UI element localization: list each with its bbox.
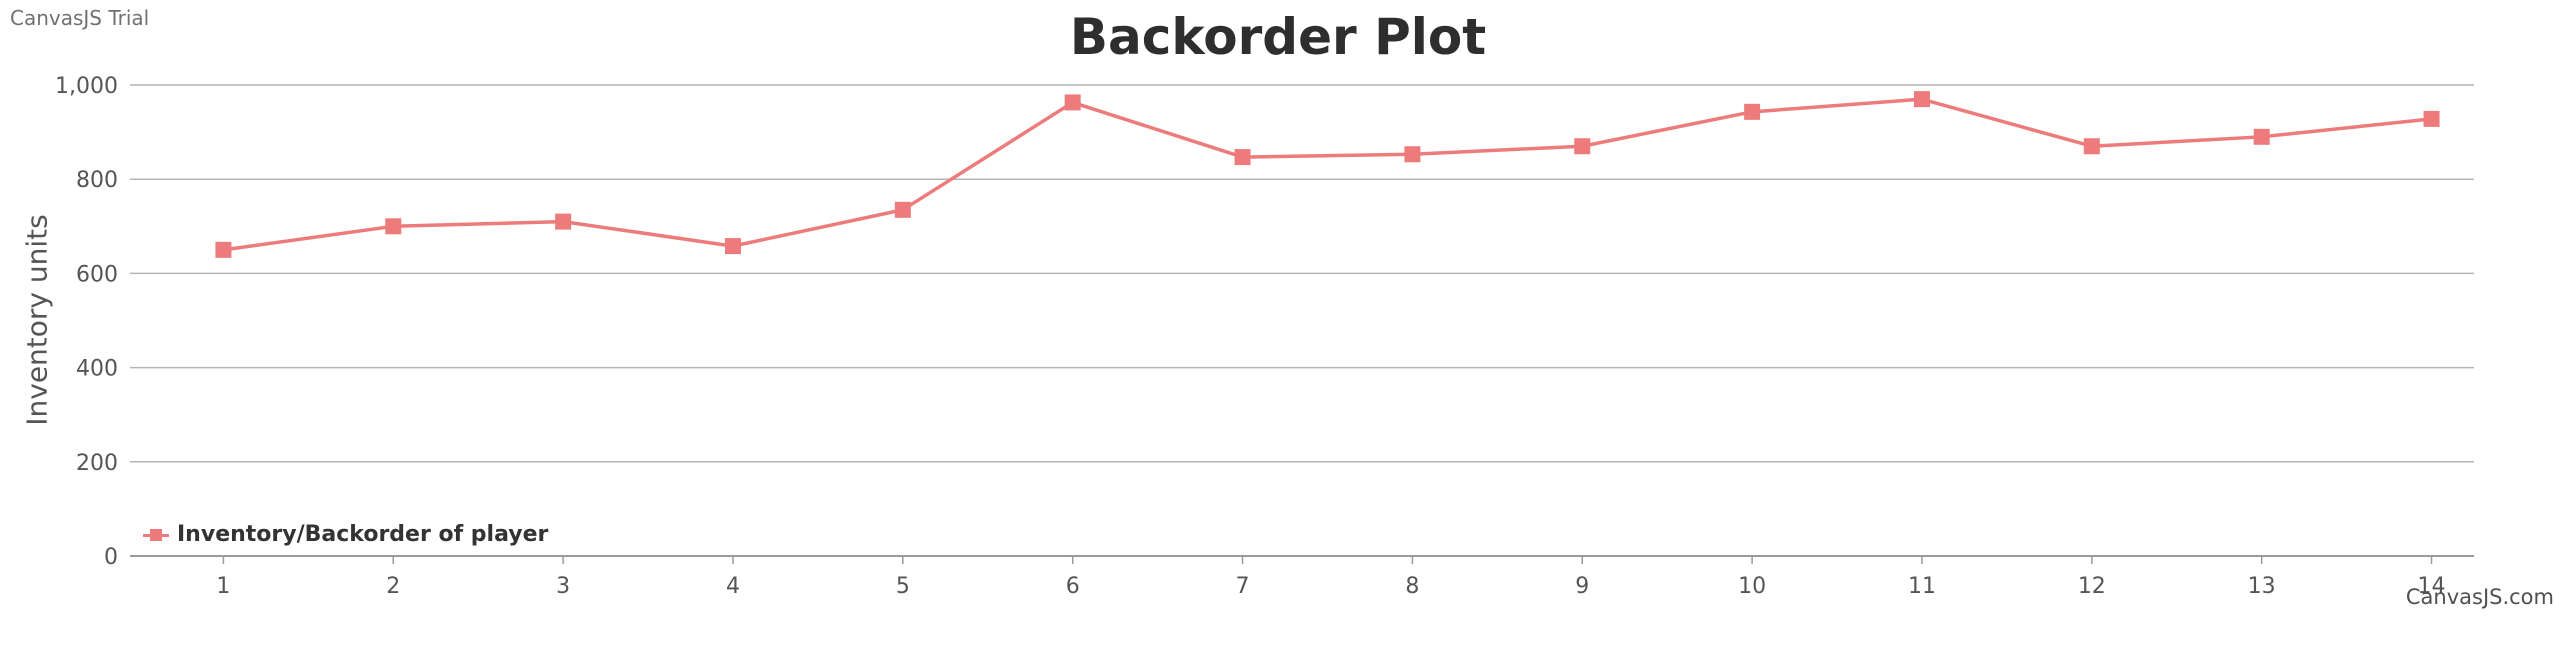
- x-tick-label: 5: [896, 574, 910, 599]
- data-point-marker: [724, 238, 741, 255]
- legend-label: Inventory/Backorder of player: [177, 522, 549, 547]
- x-tick-label: 11: [1908, 574, 1936, 599]
- data-point-marker: [1064, 94, 1081, 111]
- data-point-marker: [555, 213, 572, 230]
- x-tick-label: 2: [386, 574, 400, 599]
- legend-square-marker: [150, 528, 162, 541]
- x-tick-label: 12: [2078, 574, 2106, 599]
- data-point-marker: [1404, 146, 1421, 163]
- data-point-marker: [215, 241, 232, 258]
- legend[interactable]: Inventory/Backorder of player: [143, 522, 548, 547]
- x-tick-label: 13: [2248, 574, 2276, 599]
- data-point-marker: [1574, 138, 1591, 155]
- chart-title: Backorder Plot: [1069, 8, 1487, 66]
- y-tick-label: 200: [76, 451, 118, 476]
- x-tick-label: 6: [1066, 574, 1080, 599]
- series-line: [223, 97, 2432, 252]
- x-tick-label: 10: [1738, 574, 1766, 599]
- data-point-marker: [1234, 149, 1251, 166]
- data-point-marker: [2083, 138, 2100, 155]
- watermark-text: CanvasJS Trial: [10, 6, 150, 30]
- legend-marker-icon: [143, 528, 169, 542]
- y-tick-label: 400: [76, 357, 118, 382]
- data-point-marker: [894, 201, 911, 218]
- y-tick-label: 600: [76, 262, 118, 287]
- data-point-marker: [1744, 103, 1761, 120]
- x-tick-label: 14: [2418, 574, 2446, 599]
- y-tick-label: 0: [104, 545, 118, 570]
- x-tick-label: 9: [1575, 574, 1589, 599]
- credit-link[interactable]: CanvasJS.com: [2405, 585, 2554, 609]
- data-point-marker: [385, 218, 402, 235]
- y-tick-label: 1,000: [55, 74, 118, 99]
- y-tick-label: 800: [76, 168, 118, 193]
- x-tick-label: 8: [1405, 574, 1419, 599]
- data-point-marker: [1913, 91, 1930, 108]
- x-tick-label: 7: [1236, 574, 1250, 599]
- data-point-marker: [2423, 110, 2440, 127]
- x-tick-label: 3: [556, 574, 570, 599]
- data-point-marker: [2253, 128, 2270, 145]
- x-tick-label: 1: [216, 574, 230, 599]
- x-tick-label: 4: [726, 574, 740, 599]
